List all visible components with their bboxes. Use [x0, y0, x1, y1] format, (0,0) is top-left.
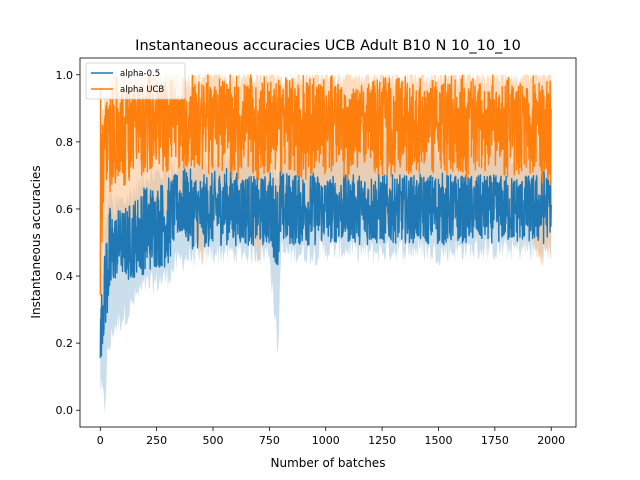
series-traces [99, 74, 552, 358]
x-tick-label: 1250 [368, 434, 396, 447]
legend-label-alpha-0.5: alpha-0.5 [120, 69, 160, 79]
plot-area [99, 74, 552, 414]
legend: alpha-0.5 alpha UCB [85, 62, 186, 100]
x-axis-label: Number of batches [271, 456, 386, 470]
series-line-alpha-0.5 [99, 167, 552, 358]
legend-box [85, 62, 186, 100]
y-tick-label: 0.2 [56, 337, 74, 350]
y-tick-label: 0.6 [56, 203, 74, 216]
x-tick-label: 2000 [537, 434, 565, 447]
x-tick-label: 750 [259, 434, 280, 447]
x-axis-ticks: 0 250 500 750 1000 1250 1500 1750 2000 [97, 427, 565, 447]
y-tick-label: 0.0 [56, 404, 74, 417]
axes-frame [79, 57, 577, 428]
x-tick-label: 250 [146, 434, 167, 447]
x-tick-label: 1750 [481, 434, 509, 447]
x-tick-label: 500 [203, 434, 224, 447]
legend-label-alpha-ucb: alpha UCB [120, 85, 164, 95]
y-axis-ticks: 0.0 0.2 0.4 0.6 0.8 1.0 [56, 69, 80, 417]
x-tick-label: 1000 [312, 434, 340, 447]
y-tick-label: 0.4 [56, 270, 74, 283]
y-tick-label: 0.8 [56, 136, 74, 149]
x-tick-label: 0 [97, 434, 104, 447]
series-line-alpha-ucb [99, 74, 552, 296]
x-tick-label: 1500 [424, 434, 452, 447]
chart-title: Instantaneous accuracies UCB Adult B10 N… [135, 38, 521, 54]
y-axis-label: Instantaneous accuracies [29, 165, 43, 318]
y-tick-label: 1.0 [56, 69, 74, 82]
